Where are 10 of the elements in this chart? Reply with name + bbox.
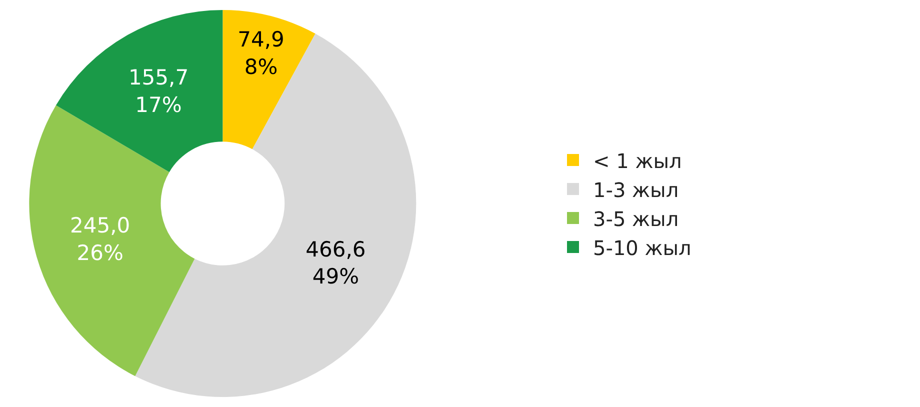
data-label: 245,0 26% bbox=[70, 214, 130, 265]
data-label: 466,6 49% bbox=[306, 237, 366, 289]
data-label: 155,7 17% bbox=[128, 66, 189, 117]
legend-label: < 1 жыл bbox=[593, 148, 682, 173]
legend-label: 5-10 жыл bbox=[593, 236, 692, 260]
donut-slice bbox=[222, 10, 316, 150]
donut-slice bbox=[56, 10, 223, 172]
data-label: 74,9 8% bbox=[238, 28, 284, 79]
legend-label: 3-5 жыл bbox=[593, 206, 679, 231]
legend-label: 1-3 жыл bbox=[593, 178, 679, 202]
